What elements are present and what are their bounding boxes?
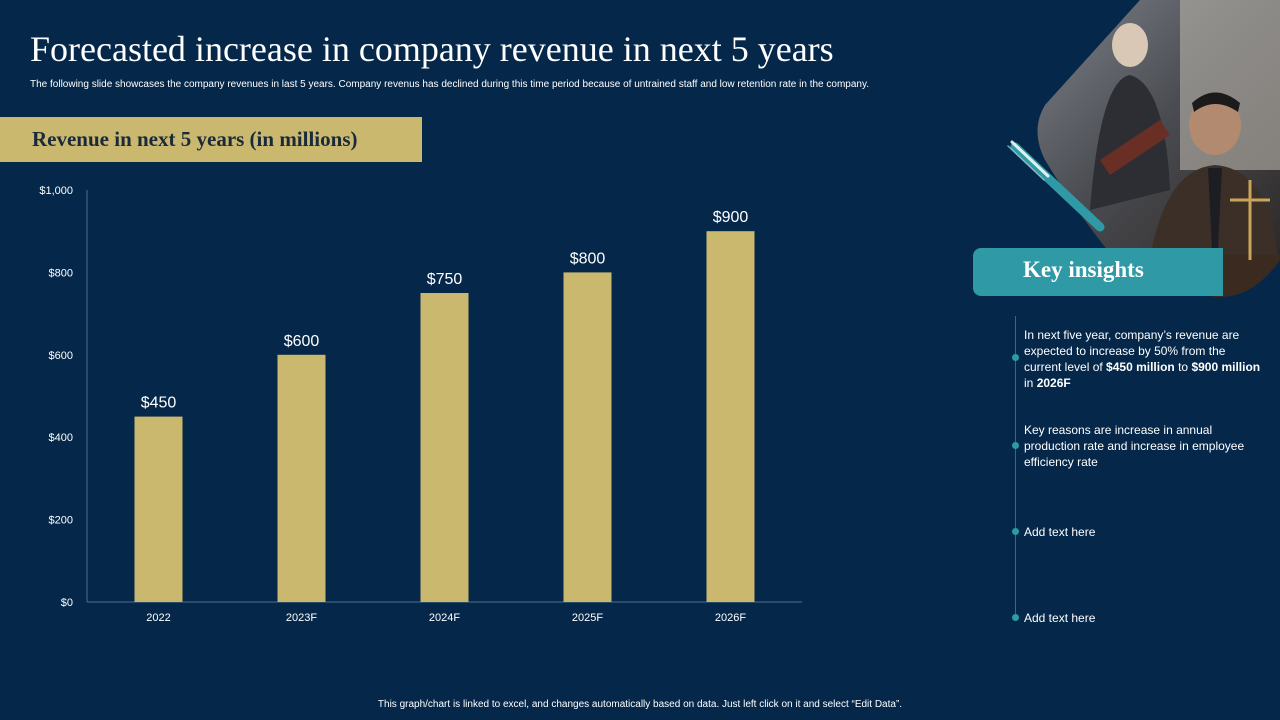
data-label: $800	[570, 250, 606, 267]
y-tick-label: $800	[49, 267, 73, 279]
insight-bullet-1	[1012, 354, 1019, 361]
insight-text-run: Key reasons are increase in annual produ…	[1024, 423, 1245, 469]
data-label: $750	[427, 271, 463, 288]
insight-item-4: Add text here	[1024, 610, 1264, 626]
bar	[277, 354, 326, 602]
data-label: $600	[284, 333, 320, 350]
x-tick-label: 2024F	[429, 612, 460, 624]
bar	[563, 272, 612, 602]
y-tick-label: $400	[49, 432, 73, 444]
insights-timeline	[1015, 316, 1016, 620]
business-people-photo	[1037, 0, 1280, 297]
insight-bullet-3	[1012, 528, 1019, 535]
x-tick-label: 2025F	[572, 612, 603, 624]
insight-item-3: Add text here	[1024, 524, 1264, 540]
bar	[134, 416, 183, 602]
x-tick-label: 2022	[146, 612, 170, 624]
key-insights-header: Key insights	[973, 248, 1223, 296]
data-label: $900	[713, 209, 749, 226]
insight-text-run: In next five year, company’s revenue are…	[1024, 328, 1240, 374]
chart-header-band: Revenue in next 5 years (in millions)	[0, 117, 422, 162]
bar	[706, 231, 755, 602]
key-insights-title: Key insights	[1023, 257, 1144, 282]
revenue-bar-chart[interactable]: $0 $200 $400 $600 $800 $1,000 $450 2022 $600 2023…	[0, 170, 820, 630]
insight-bullet-4	[1012, 614, 1019, 621]
y-tick-label: $600	[49, 350, 73, 362]
insight-item-1: In next five year, company’s revenue are…	[1024, 327, 1264, 391]
bar	[420, 293, 469, 602]
x-tick-label: 2026F	[715, 612, 746, 624]
insight-text-run: Add text here	[1024, 611, 1096, 625]
y-tick-label: $1,000	[39, 185, 73, 197]
page-subtitle: The following slide showcases the compan…	[30, 79, 869, 90]
y-tick-label: $0	[61, 597, 73, 609]
insight-text-run: in	[1024, 376, 1037, 390]
insight-bullet-2	[1012, 442, 1019, 449]
insight-text-run: to	[1174, 360, 1192, 374]
insight-text-run: Add text here	[1024, 525, 1096, 539]
pen-icon	[1007, 140, 1105, 232]
insight-text-run: $900 million	[1191, 360, 1261, 374]
chart-header-label: Revenue in next 5 years (in millions)	[32, 127, 358, 151]
footer-note: This graph/chart is linked to excel, and…	[377, 699, 903, 710]
insight-text-run: $450 million	[1106, 360, 1175, 374]
insight-item-2: Key reasons are increase in annual produ…	[1024, 422, 1264, 470]
y-tick-label: $200	[49, 515, 73, 527]
data-label: $450	[141, 395, 177, 412]
x-tick-label: 2023F	[286, 612, 317, 624]
page-title: Forecasted increase in company revenue i…	[30, 29, 834, 69]
insight-text-run: 2026F	[1036, 376, 1071, 390]
